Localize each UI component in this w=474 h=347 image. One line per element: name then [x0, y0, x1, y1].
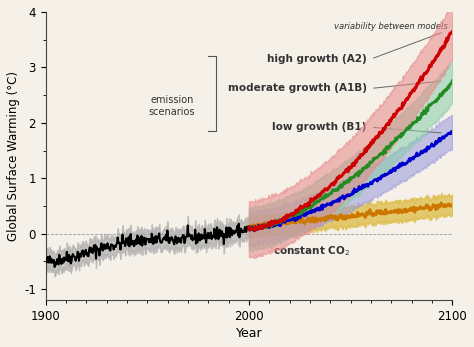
Text: low growth (B1): low growth (B1)	[273, 122, 367, 132]
Text: moderate growth (A1B): moderate growth (A1B)	[228, 83, 367, 93]
X-axis label: Year: Year	[236, 327, 262, 340]
Text: constant CO$_2$: constant CO$_2$	[273, 245, 350, 258]
Y-axis label: Global Surface Warming (°C): Global Surface Warming (°C)	[7, 71, 20, 241]
Text: high growth (A2): high growth (A2)	[267, 54, 367, 64]
Text: variability between models: variability between models	[334, 22, 448, 31]
Text: emission
scenarios: emission scenarios	[148, 95, 195, 117]
